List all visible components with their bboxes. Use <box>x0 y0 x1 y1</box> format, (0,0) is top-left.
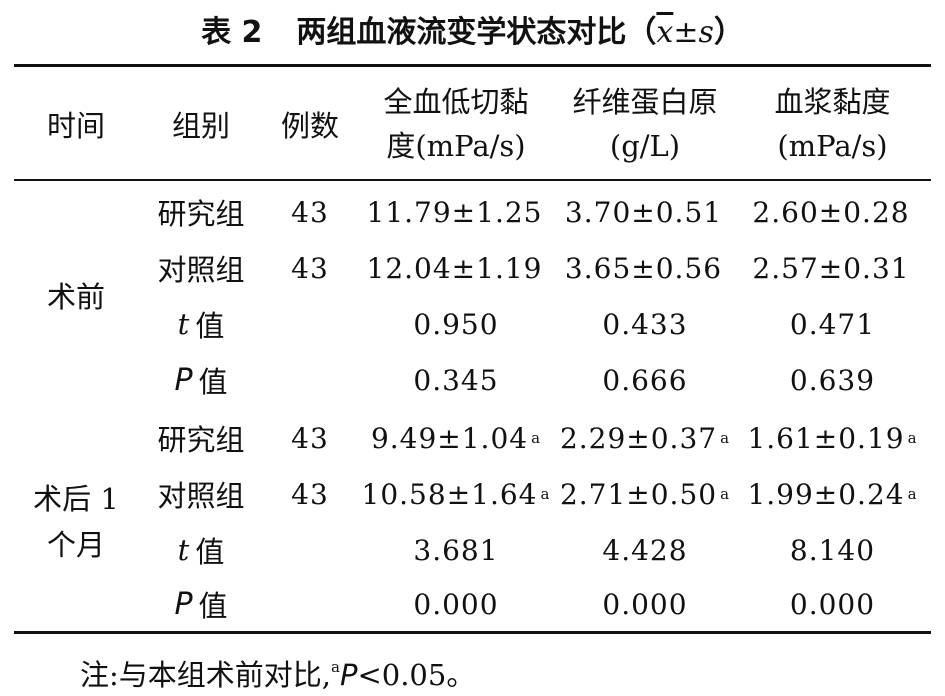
table-number: 表 2 <box>201 15 263 50</box>
plus-minus-symbol: ± <box>673 15 699 50</box>
header-col3-line1: 血浆黏度 <box>774 85 891 119</box>
header-group: 组别 <box>171 109 230 143</box>
header-plasma-viscosity: 血浆黏度 (mPa/s) <box>734 70 931 178</box>
value-text: 10.58±1.64 <box>361 477 538 511</box>
t-symbol: t <box>177 533 190 567</box>
value-cell: 3.70±0.51 <box>556 184 734 240</box>
bottom-rule <box>14 631 931 634</box>
t-value-cell: 3.681 <box>413 533 499 567</box>
p-value-cell: 0.000 <box>602 587 688 621</box>
group-cell: 对照组 <box>157 253 245 287</box>
cases-cell: 43 <box>291 421 329 455</box>
sd-symbol: s <box>698 15 714 50</box>
t-value-cell: 0.471 <box>789 307 876 341</box>
cases-cell: 43 <box>291 251 329 285</box>
p-symbol: P <box>174 586 193 622</box>
stat-label: 值 <box>198 589 228 623</box>
value-cell: 2.29±0.37 a <box>556 410 734 466</box>
value-text: 9.49±1.04 <box>370 421 529 455</box>
t-symbol: t <box>177 307 190 341</box>
group-cell: 研究组 <box>157 197 245 231</box>
value-text: 1.61±0.19 <box>747 421 905 455</box>
group-cell: 对照组 <box>157 479 245 513</box>
value-text: 1.99±0.24 <box>747 477 905 511</box>
value-cell: 2.71±0.50 a <box>556 466 734 522</box>
value-cell: 1.99±0.24 a <box>734 466 931 522</box>
section-time-line1: 术后 1 <box>33 482 119 516</box>
p-value-cell: 0.666 <box>602 363 688 397</box>
value-cell: 2.60±0.28 <box>734 184 931 240</box>
p-value-cell: 0.345 <box>413 363 499 397</box>
significance-mark: a <box>540 485 551 503</box>
cases-cell: 43 <box>291 195 329 229</box>
header-fibrinogen: 纤维蛋白原 (g/L) <box>556 70 734 178</box>
table-footnote: 注:与本组术前对比,aP<0.05。 <box>80 646 475 692</box>
header-col2-line1: 纤维蛋白原 <box>572 85 718 119</box>
value-cell: 10.58±1.64 a <box>356 466 556 522</box>
value-cell: 11.79±1.25 <box>356 184 556 240</box>
header-cases: 例数 <box>280 109 339 143</box>
note-p-symbol: P <box>339 658 358 692</box>
note-prefix: 注:与本组术前对比, <box>80 658 331 692</box>
value-text: 2.29±0.37 <box>559 421 718 455</box>
header-col1-line2: 度(mPa/s) <box>386 129 526 163</box>
value-text: 3.65±0.56 <box>564 251 723 285</box>
table-title: 表 2 两组血液流变学状态对比（x±s） <box>0 12 945 54</box>
value-cell: 1.61±0.19 a <box>734 410 931 466</box>
value-text: 11.79±1.25 <box>366 195 543 229</box>
note-mark: a <box>331 658 340 676</box>
cases-cell: 43 <box>291 477 329 511</box>
table-caption: 两组血液流变学状态对比（ <box>296 15 657 50</box>
t-value-cell: 0.950 <box>413 307 499 341</box>
p-symbol: P <box>174 362 193 398</box>
significance-mark: a <box>531 429 542 447</box>
section-time-pre: 术前 <box>14 184 138 410</box>
top-rule <box>14 64 931 67</box>
t-value-cell: 4.428 <box>602 533 688 567</box>
t-value-cell: 0.433 <box>602 307 688 341</box>
value-cell: 2.57±0.31 <box>734 240 931 296</box>
stat-label: 值 <box>195 309 225 343</box>
header-whole-blood-viscosity: 全血低切黏 度(mPa/s) <box>356 70 556 178</box>
p-value-cell: 0.639 <box>789 363 876 397</box>
t-value-cell: 8.140 <box>789 533 876 567</box>
section-time-line1: 术前 <box>46 280 105 314</box>
significance-mark: a <box>720 429 731 447</box>
value-cell: 3.65±0.56 <box>556 240 734 296</box>
section-time-line2: 个月 <box>46 528 105 562</box>
note-rest: <0.05。 <box>357 658 476 692</box>
header-col2-line2: (g/L) <box>609 129 681 163</box>
title-close-paren: ） <box>713 15 744 50</box>
header-time: 时间 <box>46 109 105 143</box>
value-text: 12.04±1.19 <box>366 251 543 285</box>
significance-mark: a <box>907 485 918 503</box>
p-value-cell: 0.000 <box>789 587 876 621</box>
value-text: 2.60±0.28 <box>752 195 910 229</box>
stat-label: 值 <box>198 365 228 399</box>
group-cell: 研究组 <box>157 423 245 457</box>
stat-label: 值 <box>195 535 225 569</box>
section-time-post: 术后 1 个月 <box>14 410 138 634</box>
header-rule <box>14 179 931 181</box>
significance-mark: a <box>907 429 918 447</box>
value-text: 3.70±0.51 <box>564 195 723 229</box>
value-cell: 12.04±1.19 <box>356 240 556 296</box>
significance-mark: a <box>720 485 731 503</box>
p-value-cell: 0.000 <box>413 587 499 621</box>
mean-symbol: x <box>656 15 674 50</box>
value-text: 2.57±0.31 <box>752 251 910 285</box>
header-col3-line2: (mPa/s) <box>777 129 888 163</box>
value-cell: 9.49±1.04 a <box>356 410 556 466</box>
value-text: 2.71±0.50 <box>559 477 718 511</box>
header-col1-line1: 全血低切黏 <box>383 85 529 119</box>
